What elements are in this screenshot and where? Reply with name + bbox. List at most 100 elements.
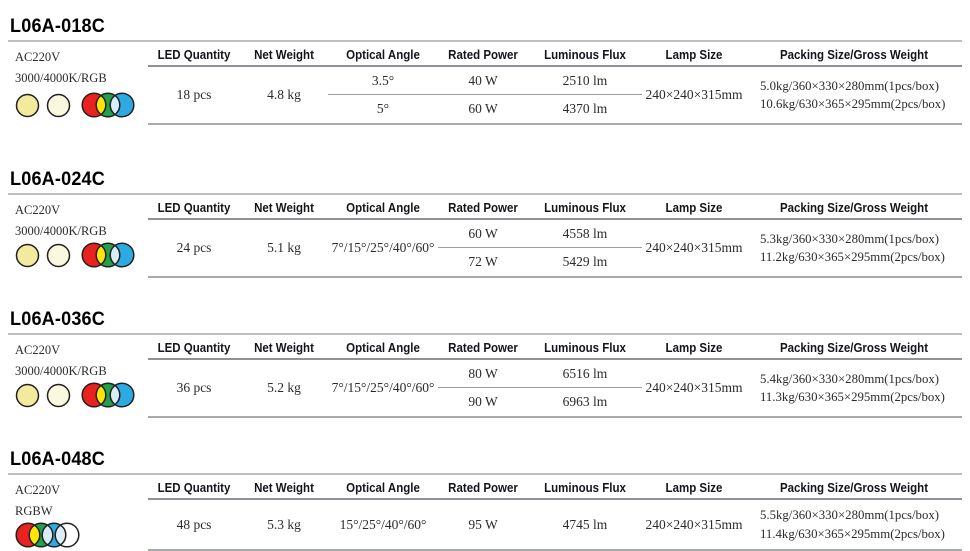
optical-angle-value: 15°/25°/40°/60° (339, 516, 427, 532)
lamp-size-value: 240×240×315mm (645, 87, 743, 102)
column-header-led-quantity: LED Quantity (157, 200, 231, 215)
column-header-packing: Packing Size/Gross Weight (779, 340, 929, 355)
model-title: L06A-048C (10, 449, 106, 470)
product-info-panel: AC220V 3000/4000K/RGB (8, 44, 148, 125)
column-header-net-weight: Net Weight (254, 340, 314, 355)
lamp-size-value: 240×240×315mm (645, 516, 743, 532)
luminous-flux-value: 4745 lm (562, 516, 608, 532)
spec-table: LED Quantity Net Weight Optical Angle Ra… (148, 44, 962, 125)
cool-white-swatch-icon (46, 93, 71, 117)
voltage-label: AC220V (15, 50, 61, 64)
led-quantity-value: 36 pcs (176, 380, 212, 395)
column-header-luminous-flux: Luminous Flux (544, 47, 626, 62)
column-header-lamp-size: Lamp Size (665, 200, 723, 215)
packing-value: 5.5kg/360×330×280mm(1pcs/box) 11.4kg/630… (746, 500, 962, 549)
column-header-rated-power: Rated Power (448, 200, 518, 215)
table-body: 24 pcs 5.1 kg 7°/15°/25°/40°/60° 60 W 45… (148, 220, 962, 278)
spec-table: LED Quantity Net Weight Optical Angle Ra… (148, 337, 962, 418)
table-body: 18 pcs 4.8 kg 3.5° 40 W 2510 lm 5° 60 W … (148, 67, 962, 125)
rgb-color-cluster-icon (81, 242, 135, 268)
luminous-flux-value: 6963 lm (562, 394, 608, 409)
column-header-optical-angle: Optical Angle (346, 47, 420, 62)
table-body: 48 pcs 5.3 kg 15°/25°/40°/60° 95 W 4745 … (148, 500, 962, 551)
voltage-label: AC220V (15, 343, 61, 357)
model-title: L06A-018C (10, 16, 106, 37)
column-header-lamp-size: Lamp Size (665, 340, 723, 355)
rated-power-value: 60 W (438, 220, 528, 248)
rated-power-value: 80 W (438, 360, 528, 388)
product-info-panel: AC220V RGBW (8, 477, 148, 551)
packing-value: 5.0kg/360×330×280mm(1pcs/box) 10.6kg/630… (746, 67, 962, 123)
rated-power-value: 40 W (438, 67, 528, 95)
product-section-l06a-024c: L06A-024C AC220V 3000/4000K/RGB (8, 169, 962, 278)
color-spec-label: 3000/4000K/RGB (15, 71, 107, 85)
packing-line-2: 11.3kg/630×365×295mm(2pcs/box) (760, 390, 945, 404)
voltage-label: AC220V (15, 203, 61, 217)
column-header-led-quantity: LED Quantity (157, 340, 231, 355)
column-header-lamp-size: Lamp Size (665, 480, 723, 495)
column-header-packing: Packing Size/Gross Weight (779, 200, 929, 215)
column-header-luminous-flux: Luminous Flux (544, 480, 626, 495)
color-swatches (15, 522, 148, 548)
cool-white-swatch-icon (46, 243, 71, 267)
rgb-color-cluster-icon (81, 92, 135, 118)
packing-line-1: 5.3kg/360×330×280mm(1pcs/box) (760, 231, 940, 246)
luminous-flux-value: 2510 lm (528, 67, 642, 95)
warm-white-swatch-icon (15, 243, 40, 267)
title-divider (8, 40, 962, 42)
optical-angle-value: 3.5° (328, 67, 438, 95)
net-weight-value: 4.8 kg (267, 87, 301, 102)
column-header-net-weight: Net Weight (254, 47, 314, 62)
optical-angle-value: 7°/15°/25°/40°/60° (331, 240, 435, 255)
column-header-led-quantity: LED Quantity (157, 47, 231, 62)
column-header-optical-angle: Optical Angle (346, 480, 420, 495)
column-header-luminous-flux: Luminous Flux (544, 340, 626, 355)
table-header-row: LED Quantity Net Weight Optical Angle Ra… (148, 337, 962, 360)
column-header-led-quantity: LED Quantity (157, 480, 231, 495)
product-section-l06a-048c: L06A-048C AC220V RGBW (8, 449, 962, 551)
voltage-label: AC220V (15, 483, 61, 497)
product-section-l06a-036c: L06A-036C AC220V 3000/4000K/RGB (8, 309, 962, 418)
packing-line-2: 11.4kg/630×365×295mm(2pcs/box) (760, 526, 945, 541)
table-header-row: LED Quantity Net Weight Optical Angle Ra… (148, 197, 962, 220)
column-header-rated-power: Rated Power (448, 47, 518, 62)
column-header-net-weight: Net Weight (254, 480, 314, 495)
color-swatches (15, 242, 148, 268)
column-header-packing: Packing Size/Gross Weight (779, 47, 929, 62)
product-info-panel: AC220V 3000/4000K/RGB (8, 337, 148, 418)
column-header-packing: Packing Size/Gross Weight (779, 480, 929, 495)
table-header-row: LED Quantity Net Weight Optical Angle Ra… (148, 477, 962, 500)
net-weight-value: 5.1 kg (267, 240, 301, 255)
packing-line-2: 11.2kg/630×365×295mm(2pcs/box) (760, 250, 945, 264)
packing-line-1: 5.4kg/360×330×280mm(1pcs/box) (760, 371, 940, 386)
led-quantity-value: 18 pcs (176, 87, 212, 102)
led-quantity-value: 48 pcs (176, 516, 212, 532)
table-header-row: LED Quantity Net Weight Optical Angle Ra… (148, 44, 962, 67)
column-header-net-weight: Net Weight (254, 200, 314, 215)
color-spec-label: RGBW (15, 504, 53, 518)
rated-power-value: 60 W (468, 101, 498, 116)
lamp-size-value: 240×240×315mm (645, 380, 743, 395)
packing-value: 5.3kg/360×330×280mm(1pcs/box) 11.2kg/630… (746, 220, 962, 276)
title-divider (8, 473, 962, 475)
product-info-panel: AC220V 3000/4000K/RGB (8, 197, 148, 278)
column-header-rated-power: Rated Power (448, 340, 518, 355)
column-header-rated-power: Rated Power (448, 480, 518, 495)
optical-angle-value: 5° (376, 101, 390, 116)
optical-angle-value: 7°/15°/25°/40°/60° (331, 380, 435, 395)
packing-line-2: 10.6kg/630×365×295mm(2pcs/box) (760, 97, 946, 111)
net-weight-value: 5.2 kg (267, 380, 301, 395)
table-body: 36 pcs 5.2 kg 7°/15°/25°/40°/60° 80 W 65… (148, 360, 962, 418)
luminous-flux-value: 4370 lm (562, 101, 608, 116)
luminous-flux-value: 6516 lm (528, 360, 642, 388)
column-header-lamp-size: Lamp Size (665, 47, 723, 62)
column-header-optical-angle: Optical Angle (346, 200, 420, 215)
luminous-flux-value: 4558 lm (528, 220, 642, 248)
rgbw-color-cluster-icon (15, 522, 80, 548)
cool-white-swatch-icon (46, 383, 71, 407)
spec-table: LED Quantity Net Weight Optical Angle Ra… (148, 477, 962, 551)
model-title: L06A-024C (10, 169, 106, 190)
rated-power-value: 90 W (468, 394, 498, 409)
packing-value: 5.4kg/360×330×280mm(1pcs/box) 11.3kg/630… (746, 360, 962, 416)
